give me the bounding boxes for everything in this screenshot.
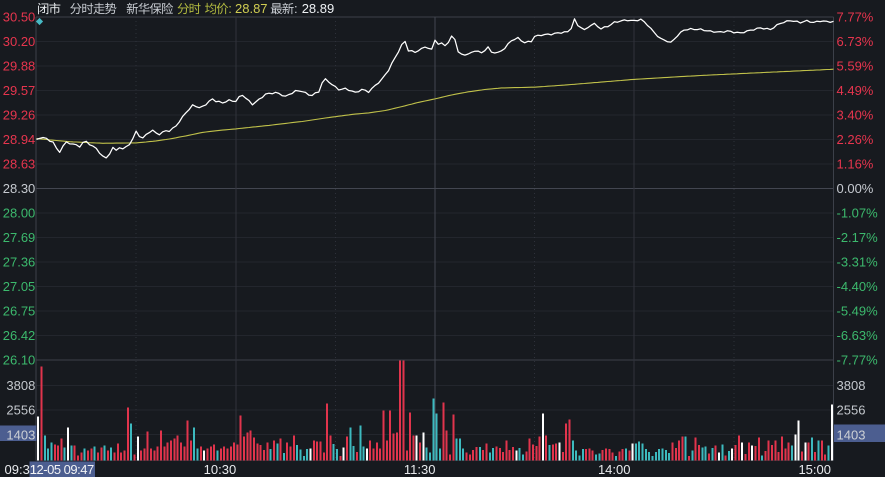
svg-text:-4.40%: -4.40% (837, 279, 879, 294)
svg-text:30.50: 30.50 (3, 10, 36, 25)
svg-text:26.10: 26.10 (3, 353, 36, 368)
svg-text:1403: 1403 (6, 427, 35, 442)
svg-text:4.49%: 4.49% (837, 83, 874, 98)
svg-text:1.16%: 1.16% (837, 157, 874, 172)
svg-text:29.26: 29.26 (3, 108, 36, 123)
svg-text:-5.49%: -5.49% (837, 304, 879, 319)
svg-text:7.77%: 7.77% (837, 10, 874, 25)
svg-text:15:00: 15:00 (798, 462, 831, 477)
svg-text:-6.63%: -6.63% (837, 328, 879, 343)
svg-text:28.87: 28.87 (235, 1, 268, 16)
svg-text:-3.31%: -3.31% (837, 255, 879, 270)
svg-text:10:30: 10:30 (204, 462, 237, 477)
svg-text:26.42: 26.42 (3, 328, 36, 343)
svg-text:3808: 3808 (6, 378, 35, 393)
svg-text:28.30: 28.30 (3, 181, 36, 196)
svg-text:0.00%: 0.00% (837, 181, 874, 196)
svg-text::: : (228, 1, 232, 16)
svg-text:3808: 3808 (837, 378, 866, 393)
svg-text:29.88: 29.88 (3, 59, 36, 74)
svg-text:2.26%: 2.26% (837, 132, 874, 147)
svg-text:30.20: 30.20 (3, 34, 36, 49)
svg-text:-1.07%: -1.07% (837, 206, 879, 221)
svg-text:28.94: 28.94 (3, 132, 36, 147)
svg-text:1403: 1403 (837, 427, 866, 442)
svg-text:-2.17%: -2.17% (837, 230, 879, 245)
svg-text:27.69: 27.69 (3, 230, 36, 245)
svg-text:14:00: 14:00 (598, 462, 631, 477)
svg-text:29.57: 29.57 (3, 83, 36, 98)
svg-text:09:31: 09:31 (5, 462, 38, 477)
svg-text:28.89: 28.89 (302, 1, 335, 16)
svg-text:6.73%: 6.73% (837, 34, 874, 49)
svg-text:11:30: 11:30 (404, 462, 436, 477)
svg-text:28.00: 28.00 (3, 206, 36, 221)
svg-text:-7.77%: -7.77% (837, 353, 879, 368)
svg-text:27.05: 27.05 (3, 279, 36, 294)
svg-text:27.36: 27.36 (3, 255, 36, 270)
svg-text:28.63: 28.63 (3, 157, 36, 172)
svg-text:26.75: 26.75 (3, 304, 36, 319)
svg-text::: : (294, 1, 298, 16)
svg-text:12-05 09:47: 12-05 09:47 (30, 462, 94, 477)
svg-text:2556: 2556 (6, 403, 35, 418)
svg-text:5.59%: 5.59% (837, 59, 874, 74)
svg-text:3.40%: 3.40% (837, 108, 874, 123)
svg-text:2556: 2556 (837, 403, 866, 418)
